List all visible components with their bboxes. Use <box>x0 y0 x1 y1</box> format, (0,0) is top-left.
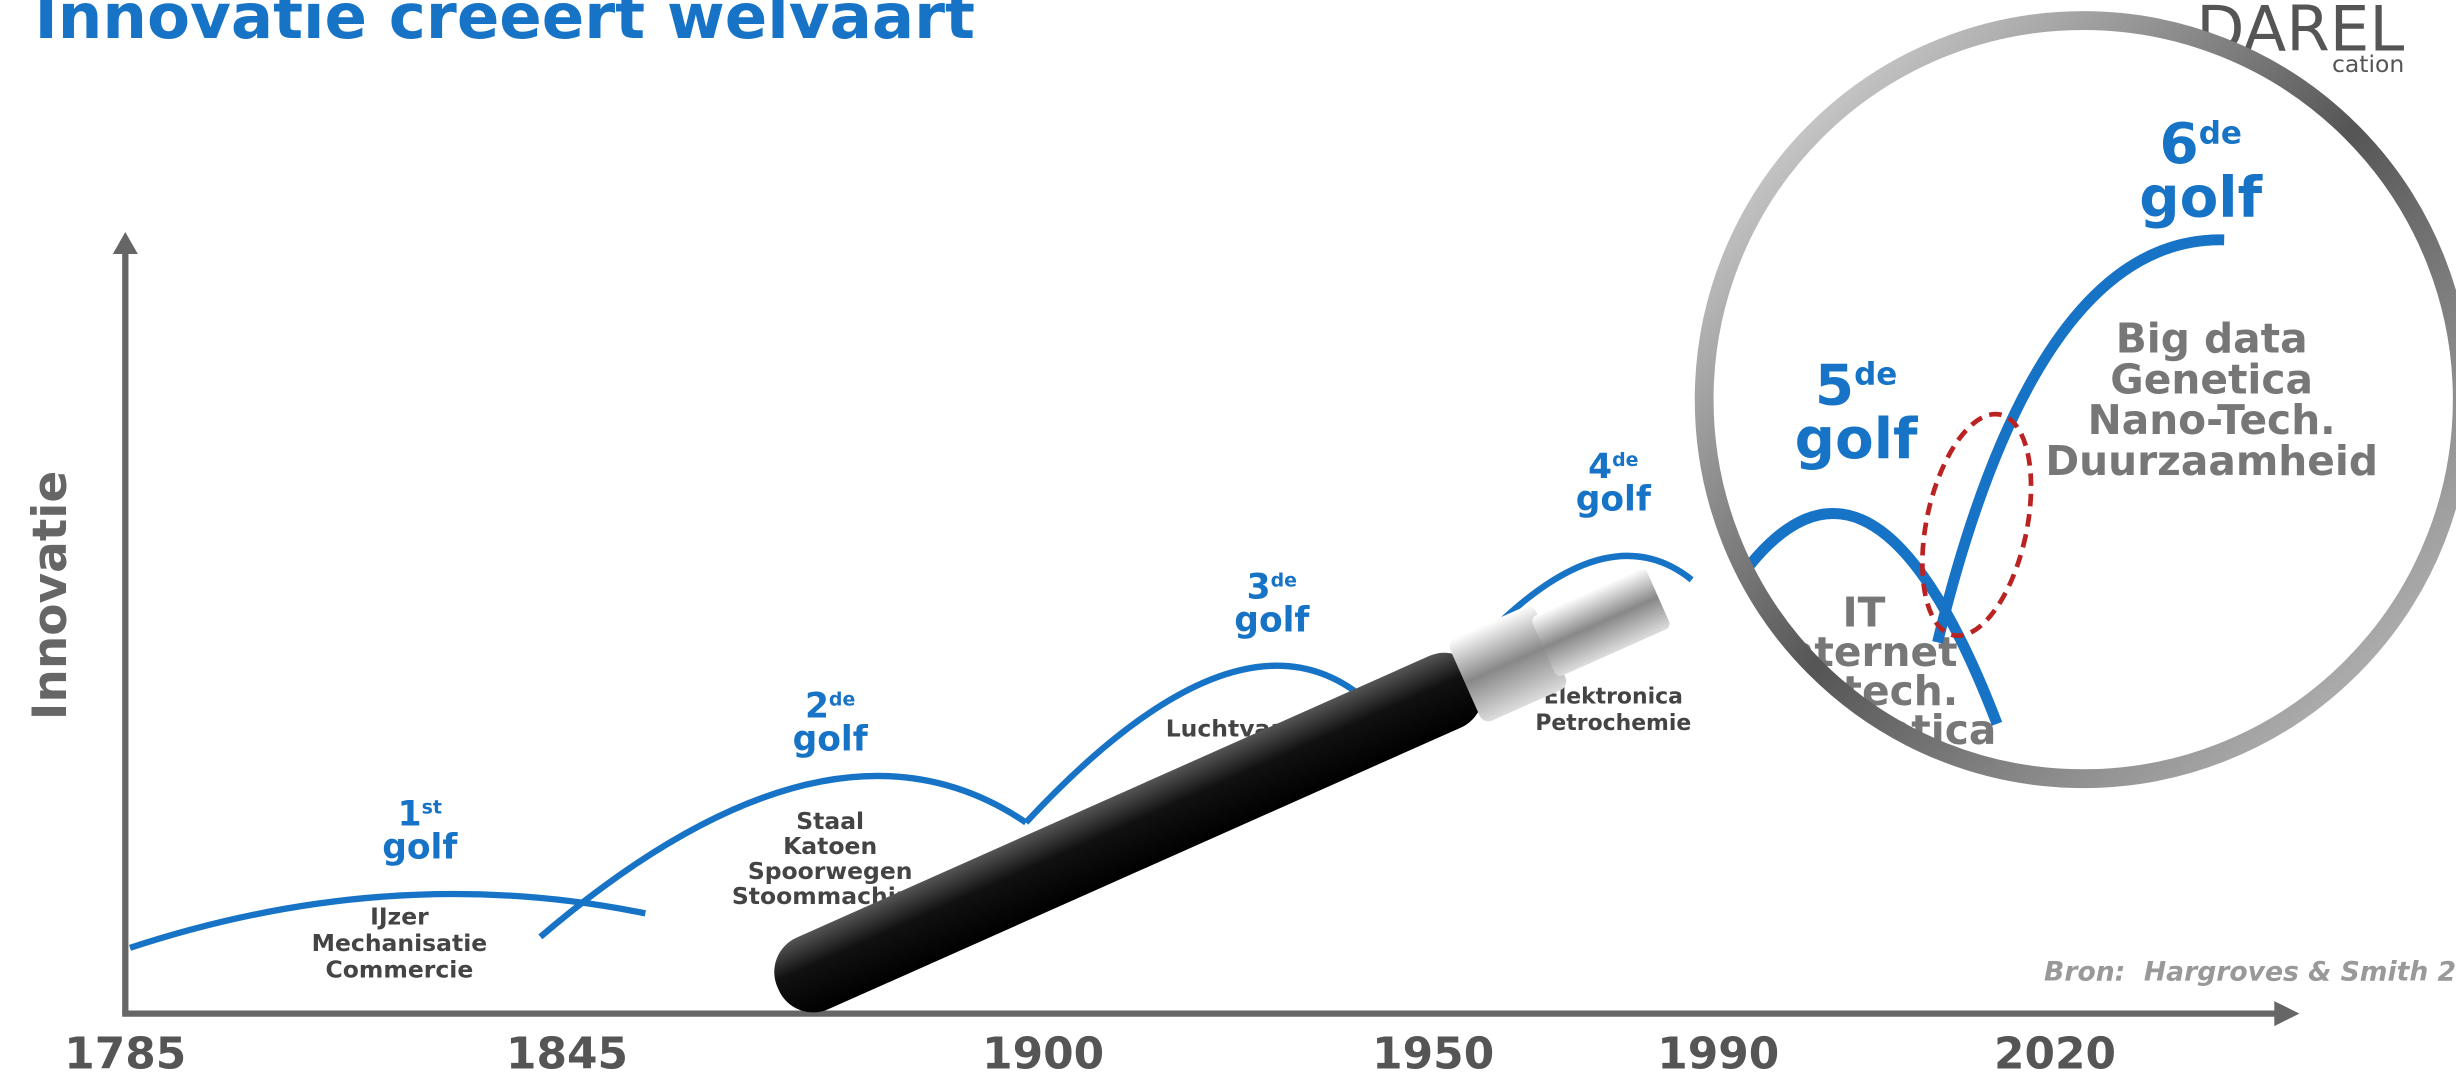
wave-topic: Spoorwegen <box>748 857 913 885</box>
wave-suffix: de <box>829 689 855 711</box>
x-arrow <box>2274 1001 2299 1026</box>
wave-word: golf <box>1234 600 1310 640</box>
y-axis-label: Innovatie <box>23 471 78 720</box>
x-axis-label: 1990 <box>1657 1028 1779 1079</box>
x-axis-label: 1785 <box>64 1028 186 1079</box>
wave-topic: Petrochemie <box>1535 711 1691 736</box>
handle <box>760 555 1677 1030</box>
wave-suffix: st <box>422 797 442 819</box>
wave-suffix: de <box>2199 115 2242 151</box>
wave-topic: Elektronica <box>1544 684 1683 709</box>
wave-topic: Mechanisatie <box>312 929 488 957</box>
x-axis-label: 1845 <box>506 1028 628 1079</box>
x-axis-label: 2020 <box>1994 1028 2116 1079</box>
wave-suffix: de <box>1612 449 1638 471</box>
wave-topic: Katoen <box>783 832 877 860</box>
wave-topic: Commercie <box>326 956 474 984</box>
wave-suffix: de <box>1854 357 1897 393</box>
wave-topic: Duurzaamheid <box>2045 437 2378 485</box>
wave-word: golf <box>1795 407 1919 472</box>
source: Bron: Hargroves & Smith 2005 <box>2044 957 2456 988</box>
wave-topic: IJzer <box>370 902 429 930</box>
wave-word: golf <box>382 827 458 867</box>
x-axis-label: 1950 <box>1372 1028 1494 1079</box>
title: Innovatie creëert welvaart <box>34 0 975 53</box>
wave-suffix: de <box>1271 569 1297 591</box>
slide: Innovatie creëert welvaart DAREL cation … <box>0 0 2456 1089</box>
magnifier: 5degolfITInternetBiotech.Informatica6deg… <box>760 21 2456 1031</box>
x-axis-label: 1900 <box>982 1028 1104 1079</box>
wave-word: golf <box>2139 166 2263 231</box>
wave-word: golf <box>1576 480 1652 520</box>
wave-topic: Staal <box>796 807 864 835</box>
wave-word: golf <box>793 719 869 759</box>
y-arrow <box>113 232 138 254</box>
logo-tagline: cation <box>2332 50 2404 78</box>
page: Innovatie creëert welvaart DAREL cation … <box>0 0 2456 1089</box>
